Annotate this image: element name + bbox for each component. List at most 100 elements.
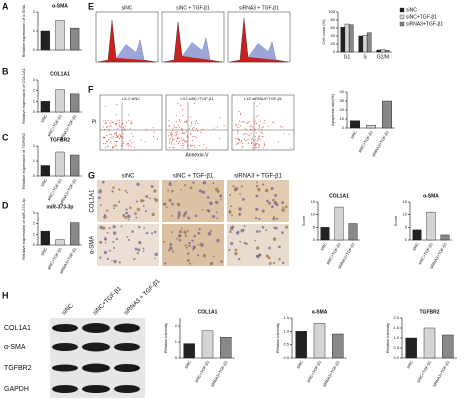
ihc-image xyxy=(162,224,224,266)
bar xyxy=(405,337,417,359)
ihc-cell xyxy=(186,252,190,255)
flow-event xyxy=(105,126,107,128)
flow-event xyxy=(122,145,124,147)
ihc-cell xyxy=(255,181,258,184)
flow-title: LX2 siNC+TGF-β1 xyxy=(180,96,214,101)
flow-event xyxy=(186,141,188,143)
flow-event xyxy=(125,125,127,127)
flow-event xyxy=(244,133,246,135)
flow-event xyxy=(255,120,257,122)
ihc-cell xyxy=(102,226,106,230)
y-tick-label: 10 xyxy=(340,116,345,121)
ihc-cell xyxy=(189,262,192,265)
blot-band xyxy=(52,324,78,332)
ihc-cell xyxy=(118,261,122,264)
flow-event xyxy=(251,142,253,144)
ihc-cell xyxy=(153,230,157,234)
bar xyxy=(40,230,50,246)
flow-event xyxy=(248,121,250,123)
flow-event xyxy=(219,117,221,119)
bar xyxy=(40,101,50,113)
ihc-cell xyxy=(193,247,196,249)
y-tick-label: 20 xyxy=(340,107,345,112)
ihc-cell xyxy=(145,194,149,199)
flow-event xyxy=(112,146,114,148)
flow-event xyxy=(241,140,243,142)
flow-event xyxy=(219,137,221,139)
flow-event xyxy=(240,112,242,114)
flow-event xyxy=(263,142,265,144)
ihc-cell xyxy=(177,211,181,215)
ihc-cell xyxy=(177,216,180,219)
ihc-cell xyxy=(134,212,137,215)
western-blot xyxy=(50,318,145,398)
flow-event xyxy=(103,143,105,145)
flow-event xyxy=(175,131,177,133)
histogram-fill xyxy=(248,42,276,60)
flow-event xyxy=(130,122,132,124)
ihc-cell xyxy=(274,193,278,197)
flow-event xyxy=(110,120,112,122)
flow-event xyxy=(170,143,172,145)
bar xyxy=(334,206,344,241)
flow-event xyxy=(253,143,255,145)
flow-event xyxy=(240,113,242,115)
blot-row-label: α-SMA xyxy=(4,344,26,351)
flow-event xyxy=(193,144,195,146)
flow-event xyxy=(122,136,124,138)
ihc-cell xyxy=(285,225,289,229)
bar xyxy=(340,27,346,53)
y-tick-label: 15 xyxy=(311,199,316,204)
bar xyxy=(55,239,65,246)
y-tick-label: 1 xyxy=(33,231,36,236)
flow-event xyxy=(183,144,185,146)
flow-event xyxy=(184,139,186,141)
flow-event xyxy=(249,128,251,130)
flow-event xyxy=(186,135,188,137)
flow-event xyxy=(129,128,131,130)
ihc-cell xyxy=(167,189,170,192)
flow-event xyxy=(116,135,118,137)
flow-event xyxy=(102,126,104,128)
ihc-column-label: siNC xyxy=(122,174,136,180)
flow-event xyxy=(120,126,122,128)
x-tick-label: siNC xyxy=(295,359,304,369)
flow-event xyxy=(259,145,261,147)
flow-event xyxy=(201,128,203,130)
flow-event xyxy=(242,133,244,135)
y-tick-label: 100 xyxy=(328,9,335,14)
flow-event xyxy=(237,127,239,129)
ihc-cell xyxy=(243,241,247,245)
flow-event xyxy=(119,133,121,135)
y-tick-label: 0 xyxy=(33,109,36,114)
flow-event xyxy=(181,137,183,139)
flow-event xyxy=(145,129,147,131)
ihc-cell xyxy=(198,228,201,231)
ihc-cell xyxy=(278,245,281,249)
flow-event xyxy=(223,125,225,127)
flow-event xyxy=(170,133,172,135)
flow-event xyxy=(241,147,243,149)
chart-title: α-SMA xyxy=(423,193,439,199)
flow-title: LX-2 siNC xyxy=(122,96,140,101)
ihc-cell xyxy=(136,207,141,212)
bar xyxy=(366,125,377,129)
flow-event xyxy=(280,126,282,128)
bar xyxy=(412,229,422,241)
flow-event xyxy=(194,146,196,148)
flow-event xyxy=(173,147,175,149)
ihc-cell xyxy=(186,258,190,262)
flow-event xyxy=(110,137,112,139)
x-tick-label: siNC xyxy=(405,359,414,369)
flow-event xyxy=(109,125,111,127)
flow-event xyxy=(118,138,120,140)
y-axis-label: Score xyxy=(393,215,398,226)
flow-event xyxy=(123,127,125,129)
flow-event xyxy=(134,146,136,148)
y-tick-label: 1 xyxy=(175,339,178,344)
ihc-cell xyxy=(111,190,114,193)
y-tick-label: 0 xyxy=(33,173,36,178)
blot-band xyxy=(114,385,140,393)
flow-event xyxy=(176,134,178,136)
flow-event xyxy=(117,136,119,138)
